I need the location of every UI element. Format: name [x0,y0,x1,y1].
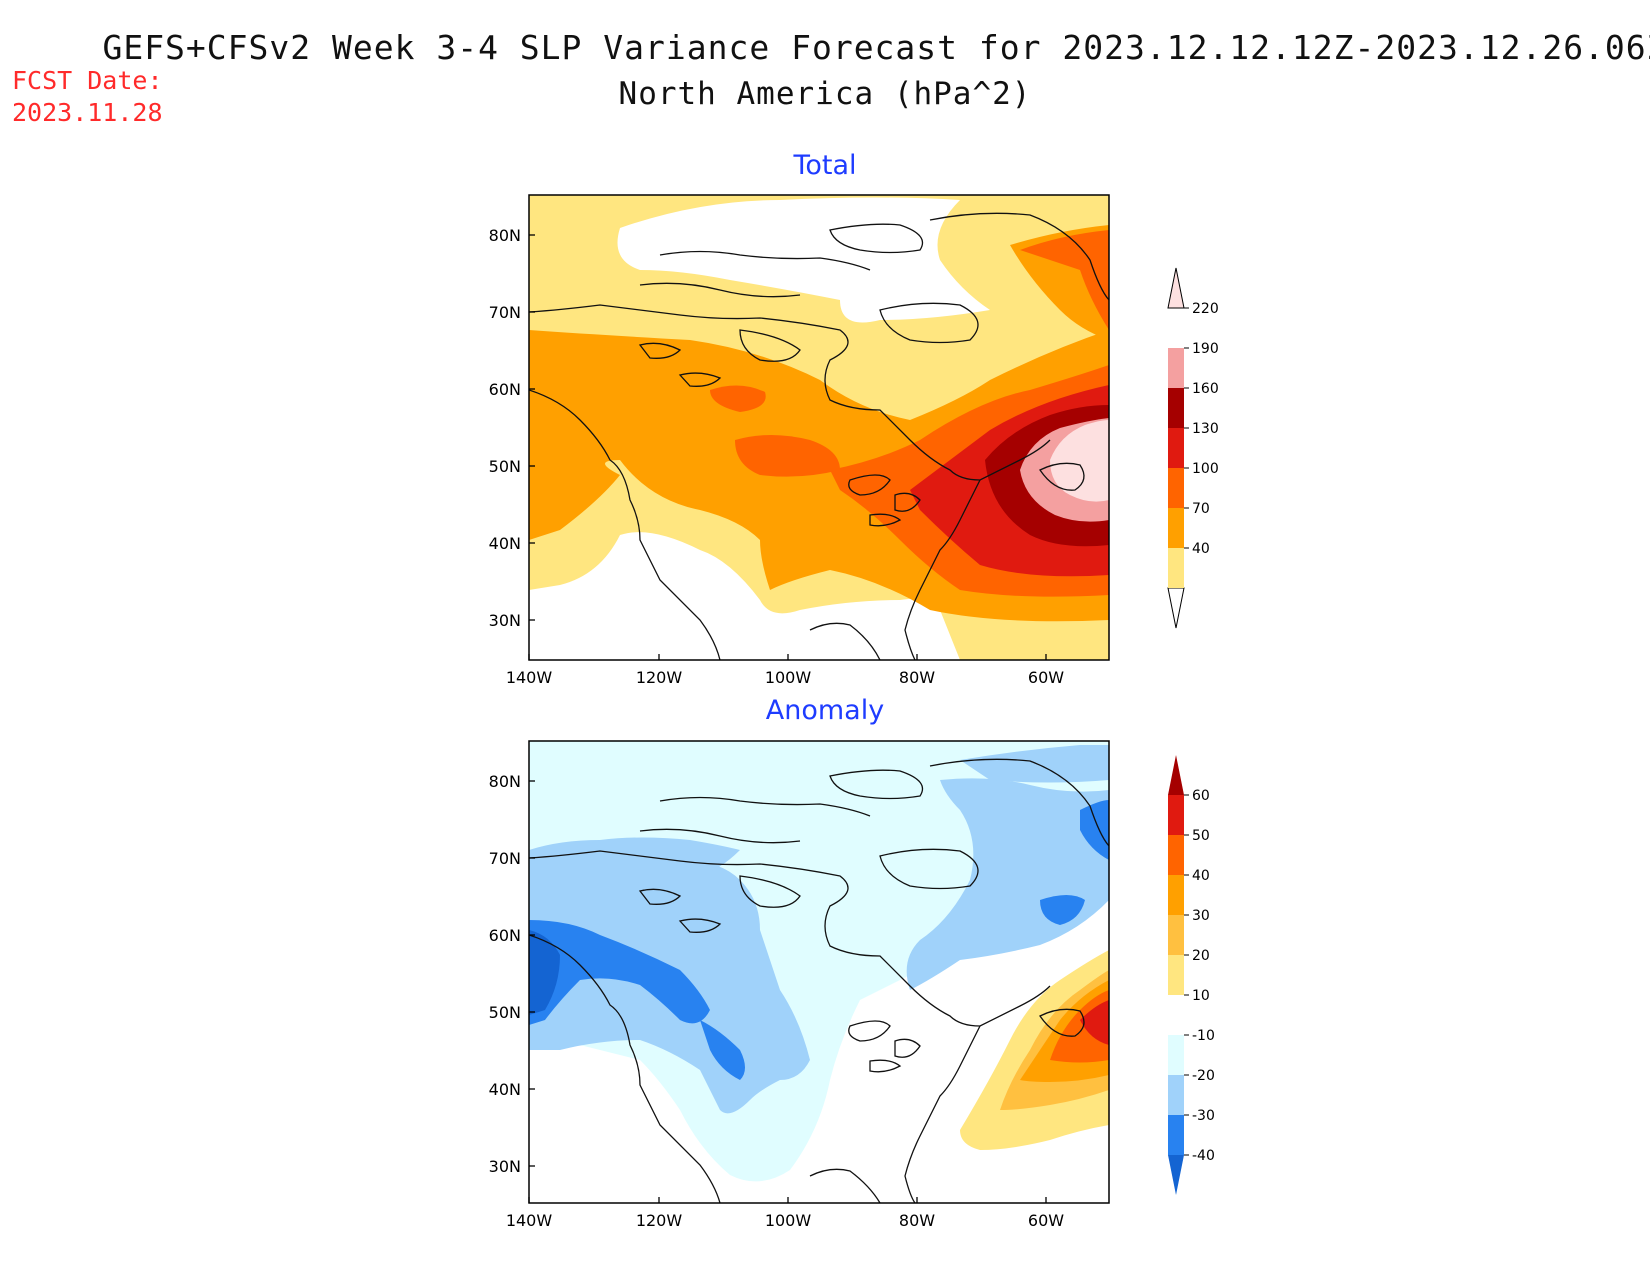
colorbar-high-triangle [1168,755,1184,795]
colorbar-label: 40 [1192,541,1210,557]
colorbar-label: 70 [1192,501,1210,517]
colorbar-band [1168,388,1184,428]
lat-tick-label: 40N [489,534,521,553]
lon-tick-label: 80W [899,1211,935,1230]
lon-tick-label: 60W [1028,1211,1064,1230]
total-colorbar: 40 70 100 130 160 190 220 [1167,267,1219,629]
main-title: GEFS+CFSv2 Week 3-4 SLP Variance Forecas… [102,28,1650,67]
lat-tick-label: 60N [489,380,521,399]
lon-tick-label: 100W [765,1211,812,1230]
colorbar-high-triangle [1167,267,1185,309]
forecast-date-label: FCST Date: [12,66,163,95]
colorbar-label: 60 [1192,788,1210,804]
lon-tick-label: 140W [506,1211,553,1230]
colorbar-label: -30 [1192,1108,1215,1124]
colorbar-band [1168,1115,1184,1155]
colorbar-band [1168,955,1184,995]
colorbar-band [1168,835,1184,875]
colorbar-band [1168,548,1184,588]
total-variance-shading [529,195,1109,660]
colorbar-label: 100 [1192,461,1219,477]
colorbar-band [1168,1035,1184,1075]
anomaly-coastline [529,758,1109,1203]
colorbar-band [1168,1075,1184,1115]
colorbar-label: 30 [1192,908,1210,924]
colorbar-label: 190 [1192,341,1219,357]
lon-tick-label: 120W [636,1211,683,1230]
lat-tick-label: 40N [489,1080,521,1099]
colorbar-band [1168,428,1184,468]
anomaly-map-frame [528,740,1110,1204]
anomaly-panel-title: Anomaly [765,695,885,726]
anomaly-lat-axis: 80N 70N 60N 50N 40N 30N [489,772,535,1176]
colorbar-band [1168,508,1184,548]
lat-tick-label: 60N [489,926,521,945]
anomaly-shading [529,741,1109,1203]
anomaly-lon-axis: 140W 120W 100W 80W 60W [506,1197,1064,1230]
lat-tick-label: 80N [489,226,521,245]
lon-tick-label: 100W [765,668,812,687]
anomaly-colorbar: 60 50 40 30 20 10 -10 -20 -30 -40 [1168,755,1215,1195]
colorbar-band [1168,915,1184,955]
colorbar-band [1168,995,1184,1035]
colorbar-label: 130 [1192,421,1219,437]
lon-tick-label: 60W [1028,668,1064,687]
colorbar-label: 160 [1192,381,1219,397]
colorbar-label: 10 [1192,988,1210,1004]
colorbar-label: 20 [1192,948,1210,964]
colorbar-band [1168,875,1184,915]
total-coastline [529,212,1109,660]
colorbar-band [1168,348,1184,388]
lat-tick-label: 50N [489,1003,521,1022]
colorbar-band [1168,795,1184,835]
colorbar-label: 50 [1192,828,1210,844]
lon-tick-label: 120W [636,668,683,687]
lon-tick-label: 140W [506,668,553,687]
lat-tick-label: 30N [489,611,521,630]
lat-tick-label: 50N [489,457,521,476]
total-lat-axis: 80N 70N 60N 50N 40N 30N [489,226,535,630]
lon-tick-label: 80W [899,668,935,687]
total-map-frame [528,194,1110,661]
forecast-date-value: 2023.11.28 [12,98,163,127]
colorbar-label: 220 [1192,301,1219,317]
colorbar-label: -10 [1192,1028,1215,1044]
subtitle-region-units: North America (hPa^2) [618,76,1032,112]
colorbar-label: 40 [1192,868,1210,884]
lat-tick-label: 70N [489,303,521,322]
colorbar-low-triangle [1168,1155,1184,1195]
lat-tick-label: 70N [489,849,521,868]
colorbar-low-triangle [1167,587,1185,629]
colorbar-label: -40 [1192,1148,1215,1164]
total-panel-title: Total [793,150,857,181]
lat-tick-label: 80N [489,772,521,791]
total-lon-axis: 140W 120W 100W 80W 60W [506,654,1064,687]
lat-tick-label: 30N [489,1157,521,1176]
colorbar-band [1168,468,1184,508]
colorbar-label: -20 [1192,1068,1215,1084]
